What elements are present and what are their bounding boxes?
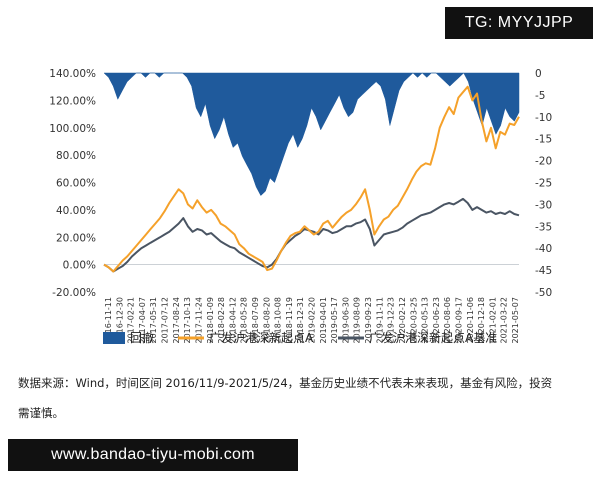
legend-label-benchmark: 广发沪港深新起点A基准 <box>369 330 497 345</box>
y-right-tick-label: -35 <box>535 221 552 233</box>
legend-swatch-drawdown <box>103 332 125 344</box>
y-right-tick-label: -10 <box>535 112 552 124</box>
x-tick-label: 2018-11-19 <box>285 297 294 344</box>
y-left-tick-label: 20.00% <box>56 232 96 244</box>
y-right-tick-label: -15 <box>535 134 552 146</box>
caption-line-1: 数据来源：Wind，时间区间 2016/11/9-2021/5/24，基金历史业… <box>18 376 553 390</box>
x-tick-label: 2020-11-06 <box>466 297 475 344</box>
x-tick-label: 2018-07-09 <box>251 297 260 344</box>
y-right-tick-label: -30 <box>535 199 552 211</box>
y-left-tick-label: 40.00% <box>56 205 96 217</box>
x-tick-label: 2018-12-31 <box>296 297 305 344</box>
x-tick-label: 2018-02-28 <box>217 297 226 344</box>
x-tick-label: 2019-06-30 <box>341 297 350 344</box>
x-axis: 2016-11-11 2016-12-30 2017-02-21 2017-04-07… <box>104 297 520 344</box>
x-tick-label: 2017-08-24 <box>172 297 181 344</box>
x-tick-label: 2017-04-07 <box>138 297 147 344</box>
x-tick-label: 2019-12-23 <box>387 297 396 344</box>
x-tick-label: 2019-09-23 <box>364 297 373 344</box>
x-tick-label: 2018-08-20 <box>262 297 271 344</box>
y-right-tick-label: -25 <box>535 178 552 190</box>
legend: 回撤 广发沪港深新起点A 广发沪港深新起点A基准 <box>103 330 497 345</box>
x-tick-label: 2021-03-22 <box>500 297 509 344</box>
x-tick-label: 2020-09-17 <box>454 297 463 344</box>
x-tick-label: 2021-05-07 <box>511 297 520 344</box>
y-left-tick-label: 100.00% <box>49 123 96 135</box>
y-right-tick-label: -50 <box>535 287 552 299</box>
x-tick-label: 2017-02-21 <box>127 297 136 344</box>
x-tick-label: 2020-12-18 <box>477 297 486 344</box>
x-tick-label: 2020-03-25 <box>409 297 418 344</box>
fund-series-line <box>103 85 520 273</box>
y-right-tick-label: -40 <box>535 243 552 255</box>
y-right-tick-label: -5 <box>535 90 545 102</box>
y-right-tick-label: -45 <box>535 265 552 277</box>
left-axis: 140.00% 120.00% 100.00% 80.00% 60.00% 40.00% 2… <box>49 68 96 299</box>
x-tick-label: 2018-05-28 <box>240 297 249 344</box>
legend-label-drawdown: 回撤 <box>130 330 154 345</box>
right-axis: 0 -5 -10 -15 -20 -25 -30 -35 -40 -45 -50 <box>535 68 552 299</box>
benchmark-series-line <box>103 197 520 273</box>
x-tick-label: 2021-02-01 <box>488 297 497 344</box>
x-tick-label: 2017-11-24 <box>194 297 203 344</box>
y-left-tick-label: 60.00% <box>56 178 96 190</box>
legend-label-fund: 广发沪港深新起点A <box>209 330 314 345</box>
x-tick-label: 2019-05-17 <box>330 297 339 344</box>
x-tick-label: 2019-04-01 <box>319 297 328 344</box>
watermark-top-label: TG: MYYJJPP <box>445 7 593 39</box>
x-tick-label: 2017-10-13 <box>183 297 192 344</box>
x-tick-label: 2017-07-12 <box>161 297 170 344</box>
x-tick-label: 2018-04-12 <box>228 297 237 344</box>
data-source-caption: 数据来源：Wind，时间区间 2016/11/9-2021/5/24，基金历史业… <box>18 368 593 428</box>
x-tick-label: 2020-06-23 <box>432 297 441 344</box>
caption-line-2: 需谨慎。 <box>18 406 64 420</box>
y-left-tick-label: 80.00% <box>56 150 96 162</box>
x-tick-label: 2018-01-09 <box>206 297 215 344</box>
fund-performance-chart: 140.00% 120.00% 100.00% 80.00% 60.00% 40.00% 2… <box>49 68 552 345</box>
y-left-tick-label: 140.00% <box>49 68 96 80</box>
y-right-tick-label: -20 <box>535 156 552 168</box>
y-left-tick-label: 0.00% <box>63 260 96 272</box>
x-tick-label: 2019-08-09 <box>353 297 362 344</box>
x-tick-label: 2020-08-06 <box>443 297 452 344</box>
x-tick-label: 2018-10-08 <box>274 297 283 344</box>
x-tick-label: 2020-05-13 <box>421 297 430 344</box>
y-left-tick-label: -20.00% <box>52 287 96 299</box>
x-tick-label: 2019-02-20 <box>308 297 317 344</box>
x-tick-label: 2016-11-11 <box>104 297 113 344</box>
x-tick-label: 2016-12-30 <box>115 297 124 344</box>
y-right-tick-label: 0 <box>535 68 542 80</box>
x-tick-label: 2019-11-11 <box>375 297 384 344</box>
x-tick-label: 2017-05-31 <box>149 297 158 344</box>
x-tick-label: 2020-02-12 <box>398 297 407 344</box>
watermark-bottom-label: www.bandao-tiyu-mobi.com <box>8 439 298 471</box>
y-left-tick-label: 120.00% <box>49 95 96 107</box>
drawdown-area <box>103 72 520 197</box>
plot-area <box>103 72 520 273</box>
